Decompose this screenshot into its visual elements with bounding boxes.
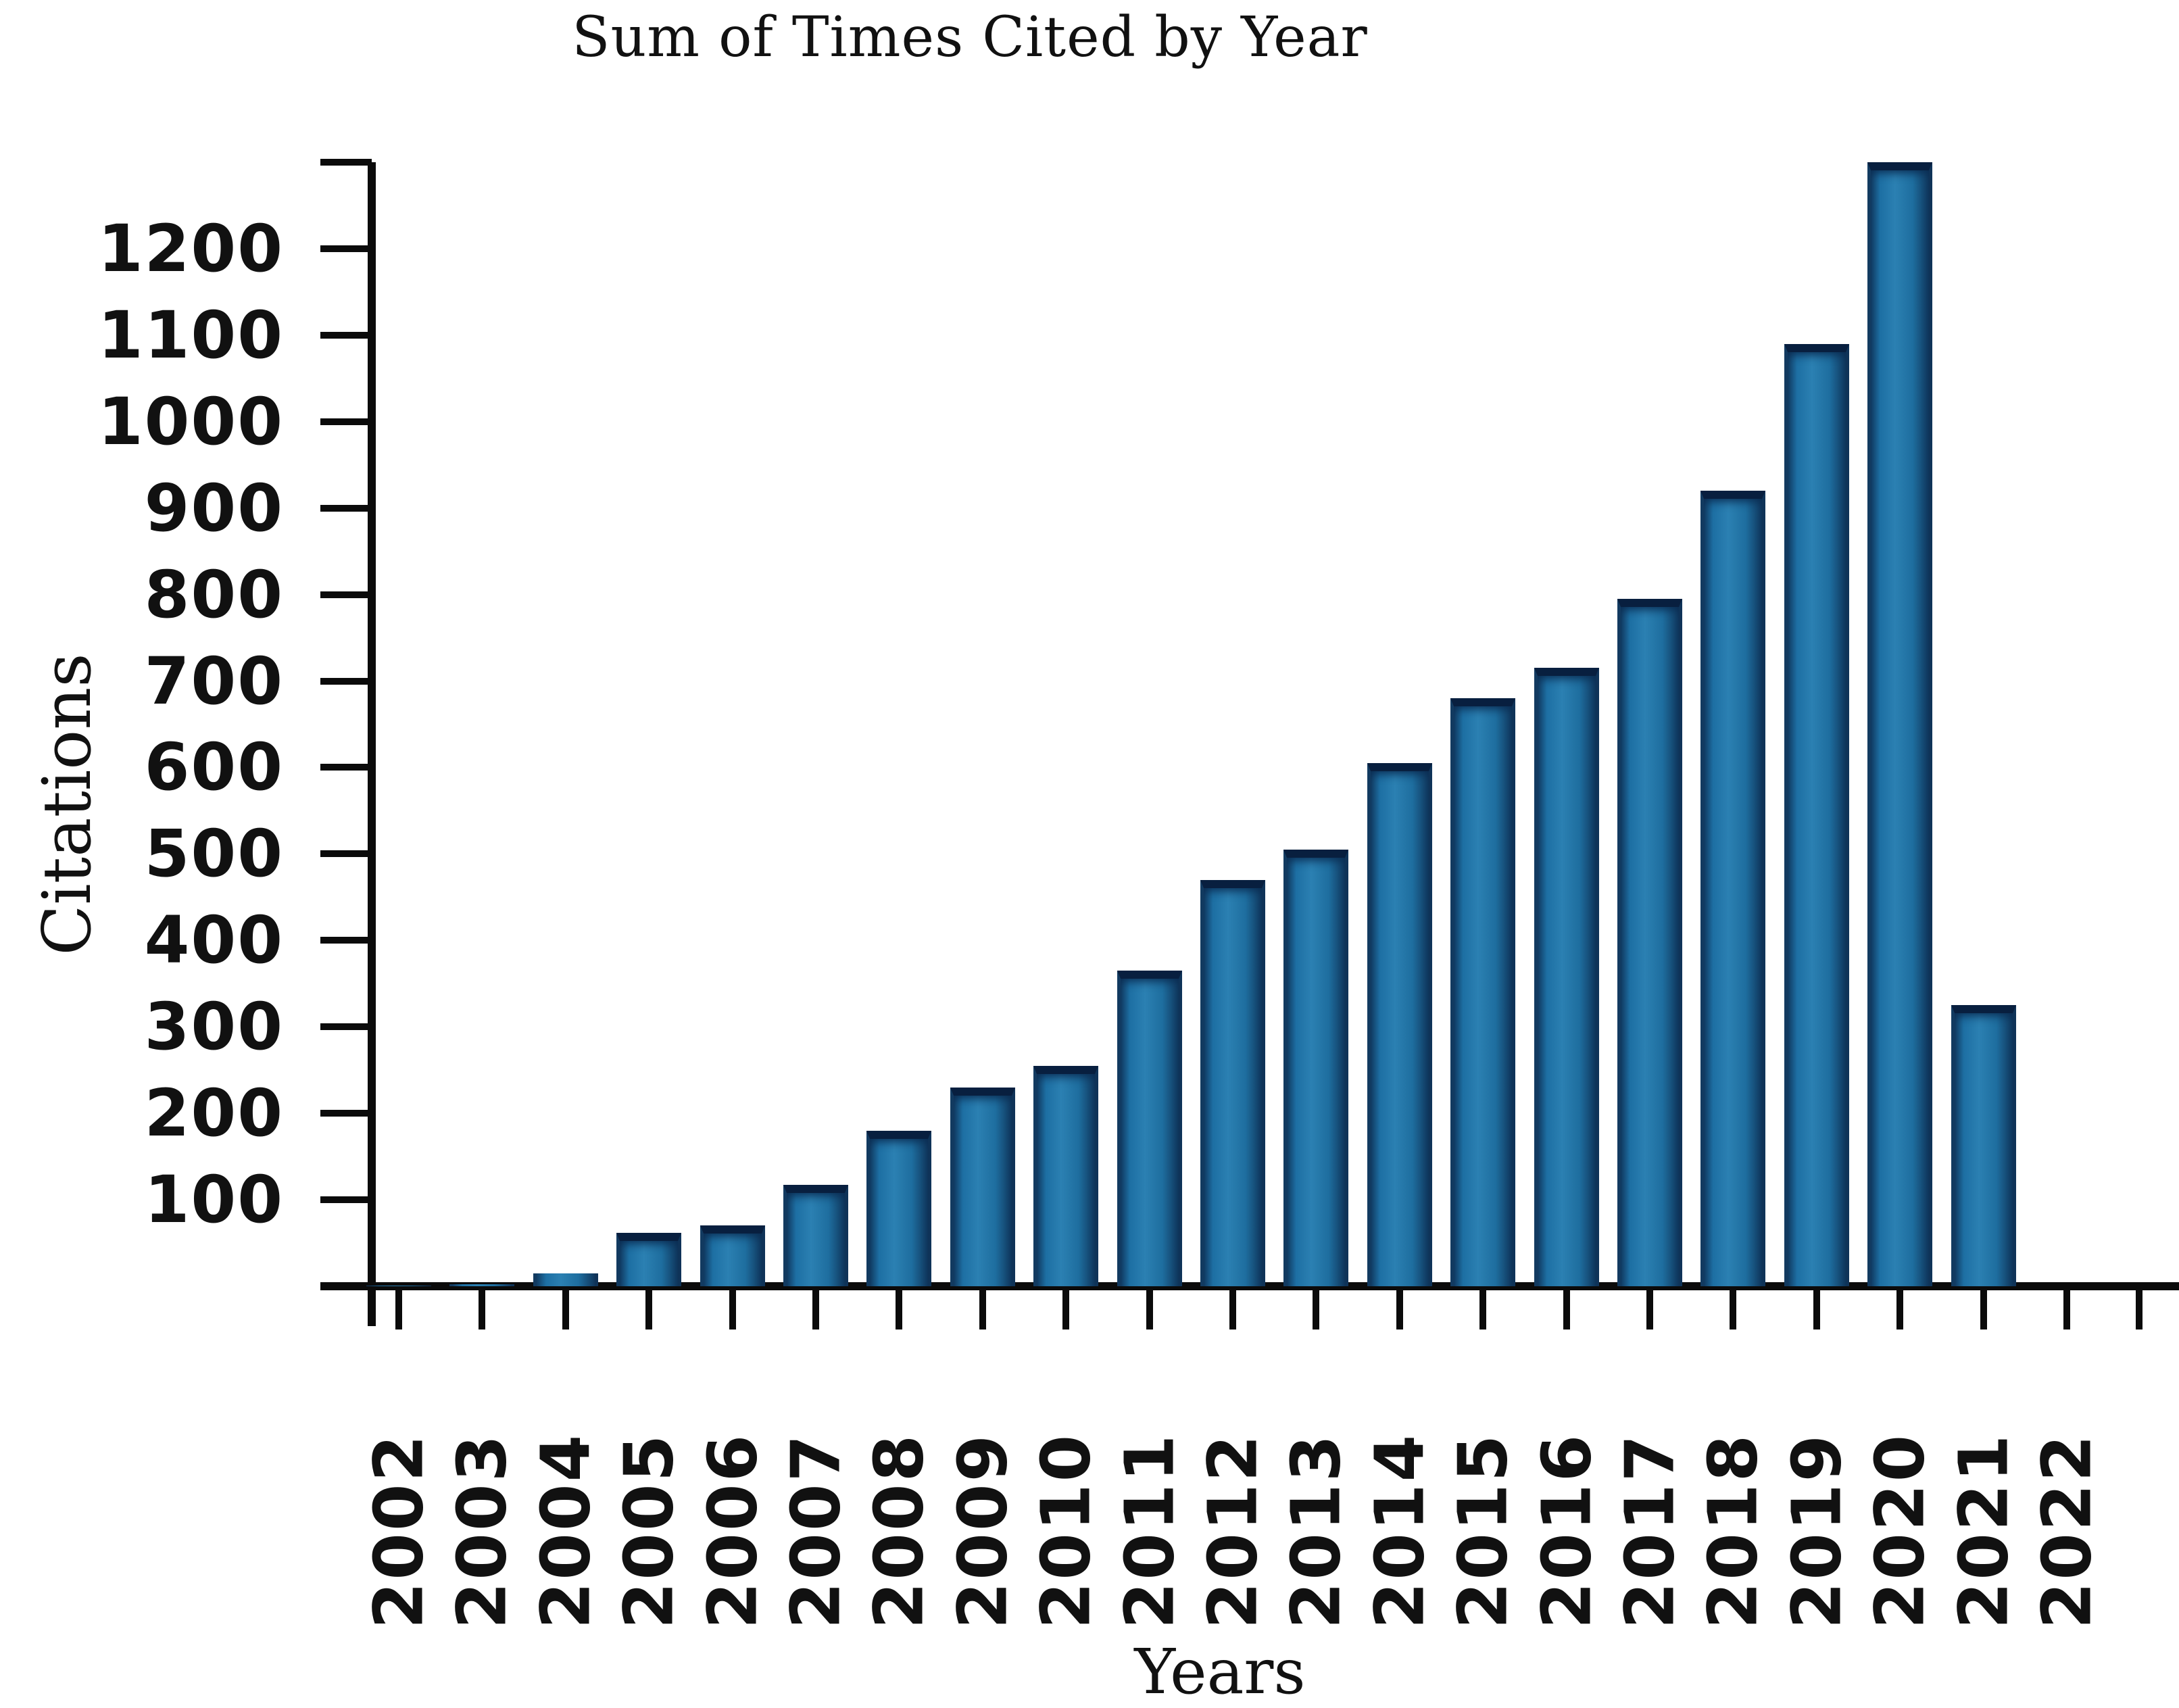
x-tick	[645, 1290, 653, 1329]
x-tick	[1146, 1290, 1153, 1329]
x-tick-label: 2002	[359, 1432, 439, 1630]
x-tick	[1062, 1290, 1070, 1329]
x-tick	[979, 1290, 986, 1329]
x-tick-label: 2013	[1276, 1432, 1356, 1630]
bar-2012	[1200, 880, 1265, 1286]
x-tick-label: 2012	[1193, 1432, 1273, 1630]
x-tick-label: 2016	[1527, 1432, 1607, 1630]
y-tick-label: 800	[144, 556, 284, 633]
x-tick	[1313, 1290, 1320, 1329]
plot-area: 100 200 300 400 500 600 700 800 900 1000 1100 1200 2…	[98, 159, 2179, 1629]
x-tick-label: 2004	[526, 1432, 606, 1630]
y-tick	[320, 1196, 372, 1204]
y-axis-line	[368, 162, 376, 1326]
x-tick-label: 2020	[1860, 1432, 1940, 1630]
y-tick-label: 1200	[97, 210, 284, 287]
bar-2006	[700, 1225, 765, 1286]
y-tick	[320, 418, 372, 425]
y-tick-label: 500	[144, 816, 284, 892]
x-tick	[2063, 1290, 2070, 1329]
y-tick	[320, 159, 372, 166]
x-tick-label: 2011	[1110, 1432, 1190, 1630]
x-tick-label: 2005	[609, 1432, 689, 1630]
x-tick-label: 2006	[693, 1432, 773, 1630]
bar-2008	[866, 1131, 932, 1286]
y-tick	[320, 245, 372, 252]
x-tick	[1896, 1290, 1904, 1329]
y-tick	[320, 1023, 372, 1031]
x-tick	[896, 1290, 903, 1329]
y-tick-label: 300	[144, 989, 284, 1065]
bar-2007	[783, 1185, 848, 1286]
bar-2015	[1450, 698, 1516, 1286]
x-tick	[1980, 1290, 1987, 1329]
x-tick-label: 2017	[1610, 1432, 1690, 1630]
y-tick-label: 100	[144, 1162, 284, 1238]
bar-2013	[1283, 850, 1349, 1286]
x-tick	[1229, 1290, 1236, 1329]
x-tick-label: 2003	[442, 1432, 522, 1630]
x-tick-label: 2022	[2027, 1432, 2107, 1630]
bar-2020	[1867, 162, 1933, 1286]
x-axis-end-tick	[2136, 1290, 2143, 1329]
x-tick	[1646, 1290, 1653, 1329]
x-tick-label: 2014	[1360, 1432, 1440, 1630]
x-tick-label: 2007	[776, 1432, 856, 1630]
x-tick-label: 2019	[1777, 1432, 1857, 1630]
y-tick	[320, 331, 372, 339]
x-tick	[1563, 1290, 1570, 1329]
y-tick	[320, 504, 372, 512]
bar-2009	[950, 1088, 1015, 1286]
x-axis-title: Years	[1134, 1636, 1306, 1708]
x-tick	[812, 1290, 819, 1329]
bar-2005	[616, 1233, 682, 1286]
y-tick-label: 1000	[97, 383, 284, 460]
x-tick-label: 2010	[1026, 1432, 1106, 1630]
x-tick-label: 2021	[1944, 1432, 2024, 1630]
bar-2018	[1700, 491, 1766, 1286]
bar-2004	[533, 1273, 598, 1286]
x-tick	[562, 1290, 569, 1329]
y-tick-label: 200	[144, 1075, 284, 1152]
y-tick	[320, 850, 372, 858]
x-tick	[1730, 1290, 1737, 1329]
y-tick	[320, 677, 372, 685]
bar-2003	[449, 1284, 515, 1286]
y-tick-label: 400	[144, 902, 284, 979]
x-tick-label: 2015	[1443, 1432, 1523, 1630]
y-tick	[320, 591, 372, 598]
y-tick-label: 900	[144, 470, 284, 546]
y-tick	[320, 937, 372, 944]
x-tick	[479, 1290, 486, 1329]
x-tick	[1479, 1290, 1487, 1329]
bar-2014	[1367, 763, 1432, 1286]
x-tick	[395, 1290, 402, 1329]
y-tick-label: 600	[144, 729, 284, 806]
bar-2010	[1033, 1066, 1099, 1286]
bar-2011	[1117, 971, 1182, 1286]
x-tick	[1396, 1290, 1403, 1329]
x-tick	[1813, 1290, 1820, 1329]
bar-2021	[1951, 1005, 2016, 1286]
bar-2019	[1784, 344, 1849, 1286]
x-tick-label: 2009	[943, 1432, 1023, 1630]
y-tick-label: 1100	[97, 297, 284, 373]
x-tick	[729, 1290, 736, 1329]
y-tick-label: 700	[144, 643, 284, 719]
y-tick	[320, 1110, 372, 1117]
bar-2017	[1617, 599, 1682, 1286]
chart-title: Sum of Times Cited by Year	[572, 5, 1368, 70]
x-tick-label: 2008	[859, 1432, 939, 1630]
x-tick-label: 2018	[1693, 1432, 1773, 1630]
y-tick	[320, 764, 372, 771]
bar-2016	[1534, 668, 1599, 1286]
